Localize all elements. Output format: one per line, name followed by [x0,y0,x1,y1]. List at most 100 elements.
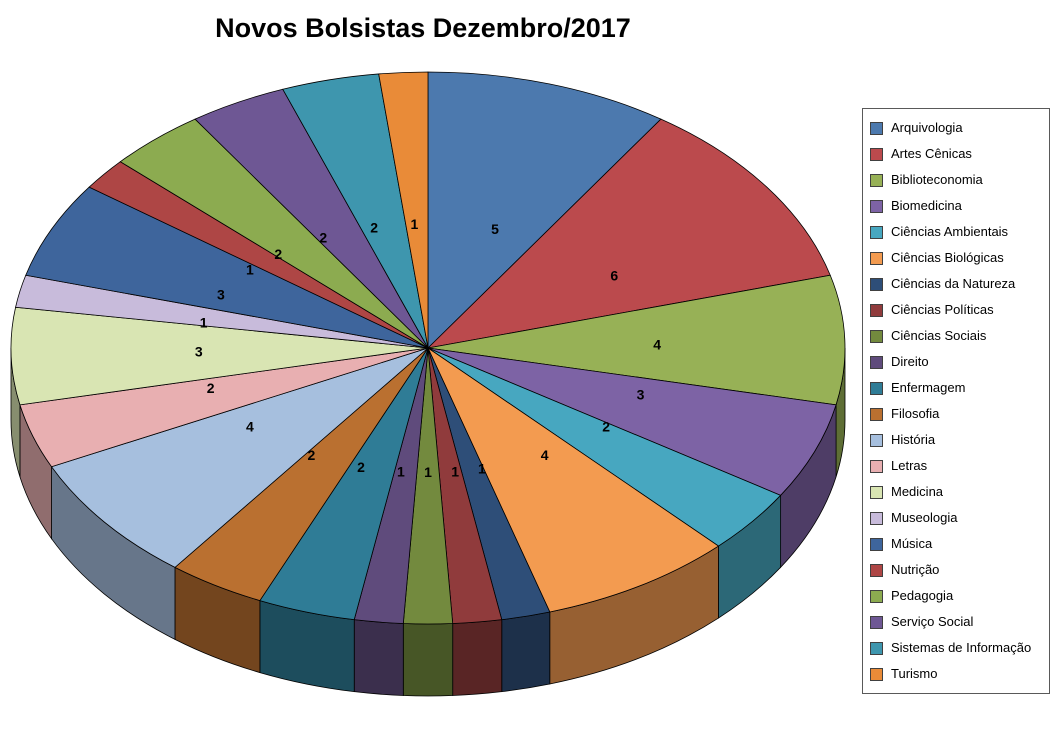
legend-label: Sistemas de Informação [891,640,1032,655]
legend-item-historia: História [870,430,1042,450]
legend-item-musica: Música [870,534,1042,554]
legend-swatch-direito [870,355,883,369]
data-label-ciencias-da-natureza: 1 [478,461,486,477]
data-label-nutricao: 1 [246,262,254,278]
legend-swatch-artes-cenicas [870,147,883,161]
pie-slice-ciencias-biologicas [427,346,720,613]
data-label-pedagogia: 2 [274,246,282,262]
legend-swatch-museologia [870,511,883,525]
legend-swatch-letras [870,459,883,473]
legend-swatch-servico-social [870,615,883,629]
legend-label: Turismo [891,666,938,681]
data-label-museologia: 1 [200,314,208,330]
legend-item-direito: Direito [870,352,1042,372]
legend-label: Biblioteconomia [891,172,983,187]
legend-item-ciencias-ambientais: Ciências Ambientais [870,222,1042,242]
legend-label: Ciências Biológicas [891,250,1004,265]
data-label-direito: 1 [397,463,405,479]
legend-label: Serviço Social [891,614,974,629]
legend-label: Pedagogia [891,588,954,603]
legend-item-museologia: Museologia [870,508,1042,528]
pie-slice-side-ciencias-sociais [402,623,454,697]
data-label-ciencias-politicas: 1 [451,463,459,479]
legend-swatch-biomedicina [870,199,883,213]
legend-item-arquivologia: Arquivologia [870,118,1042,138]
data-label-musica: 3 [217,287,225,303]
legend-item-artes-cenicas: Artes Cênicas [870,144,1042,164]
legend-item-nutricao: Nutrição [870,560,1042,580]
pie-slice-arquivologia [427,71,662,349]
legend-label: Direito [891,354,929,369]
legend-swatch-turismo [870,667,883,681]
legend-label: História [891,432,936,447]
legend-label: Letras [891,458,928,473]
legend-swatch-pedagogia [870,589,883,603]
legend-label: Enfermagem [891,380,966,395]
legend-item-medicina: Medicina [870,482,1042,502]
legend-swatch-medicina [870,485,883,499]
legend-swatch-ciencias-da-natureza [870,277,883,291]
data-label-artes-cenicas: 6 [610,268,618,284]
data-label-biblioteconomia: 4 [653,336,661,352]
legend-label: Ciências Políticas [891,302,994,317]
pie-slice-artes-cenicas [426,118,831,349]
legend-swatch-biblioteconomia [870,173,883,187]
legend-swatch-ciencias-sociais [870,329,883,343]
data-label-medicina: 3 [195,344,203,360]
legend-item-turismo: Turismo [870,664,1042,684]
legend-label: Ciências da Natureza [891,276,1016,291]
legend-item-filosofia: Filosofia [870,404,1042,424]
legend-item-ciencias-politicas: Ciências Políticas [870,300,1042,320]
data-label-filosofia: 2 [308,447,316,463]
data-label-enfermagem: 2 [357,459,365,475]
legend-item-biblioteconomia: Biblioteconomia [870,170,1042,190]
legend-swatch-ciencias-biologicas [870,251,883,265]
legend-label: Filosofia [891,406,940,421]
legend-label: Ciências Ambientais [891,224,1009,239]
data-label-ciencias-sociais: 1 [424,464,432,480]
legend-swatch-enfermagem [870,381,883,395]
legend-label: Biomedicina [891,198,962,213]
legend-label: Medicina [891,484,944,499]
chart-title: Novos Bolsistas Dezembro/2017 [215,13,631,43]
legend-swatch-filosofia [870,407,883,421]
pie-slice-biomedicina [427,347,837,496]
data-label-turismo: 1 [411,216,419,232]
legend-item-biomedicina: Biomedicina [870,196,1042,216]
legend: Arquivologia Artes Cênicas Biblioteconomia… [862,108,1050,694]
legend-swatch-ciencias-ambientais [870,225,883,239]
legend-item-letras: Letras [870,456,1042,476]
legend-item-servico-social: Serviço Social [870,612,1042,632]
legend-item-ciencias-sociais: Ciências Sociais [870,326,1042,346]
legend-swatch-ciencias-politicas [870,303,883,317]
legend-swatch-musica [870,537,883,551]
pie-slice-medicina [10,306,429,406]
legend-item-sistemas-de-informacao: Sistemas de Informação [870,638,1042,658]
legend-label: Arquivologia [891,120,963,135]
data-label-sistemas-de-informacao: 2 [370,219,378,235]
data-label-ciencias-biologicas: 4 [541,447,549,463]
pie-slice-side-ciencias-da-natureza [501,611,551,693]
data-label-servico-social: 2 [319,230,327,246]
legend-item-ciencias-da-natureza: Ciências da Natureza [870,274,1042,294]
legend-item-enfermagem: Enfermagem [870,378,1042,398]
data-label-arquivologia: 5 [491,221,499,237]
pie-slice-musica [25,186,429,349]
data-label-historia: 4 [246,418,254,434]
pie-slice-turismo [378,71,429,349]
pie-slice-side-direito [353,619,404,696]
legend-swatch-arquivologia [870,121,883,135]
data-label-letras: 2 [207,380,215,396]
pie-slice-historia [50,347,429,568]
legend-item-ciencias-biologicas: Ciências Biológicas [870,248,1042,268]
legend-swatch-sistemas-de-informacao [870,641,883,655]
legend-swatch-nutricao [870,563,883,577]
legend-label: Nutrição [891,562,940,577]
pie-slice-biblioteconomia [427,274,846,406]
data-label-biomedicina: 3 [637,387,645,403]
legend-label: Música [891,536,933,551]
legend-label: Artes Cênicas [891,146,972,161]
legend-swatch-historia [870,433,883,447]
legend-label: Museologia [891,510,958,525]
